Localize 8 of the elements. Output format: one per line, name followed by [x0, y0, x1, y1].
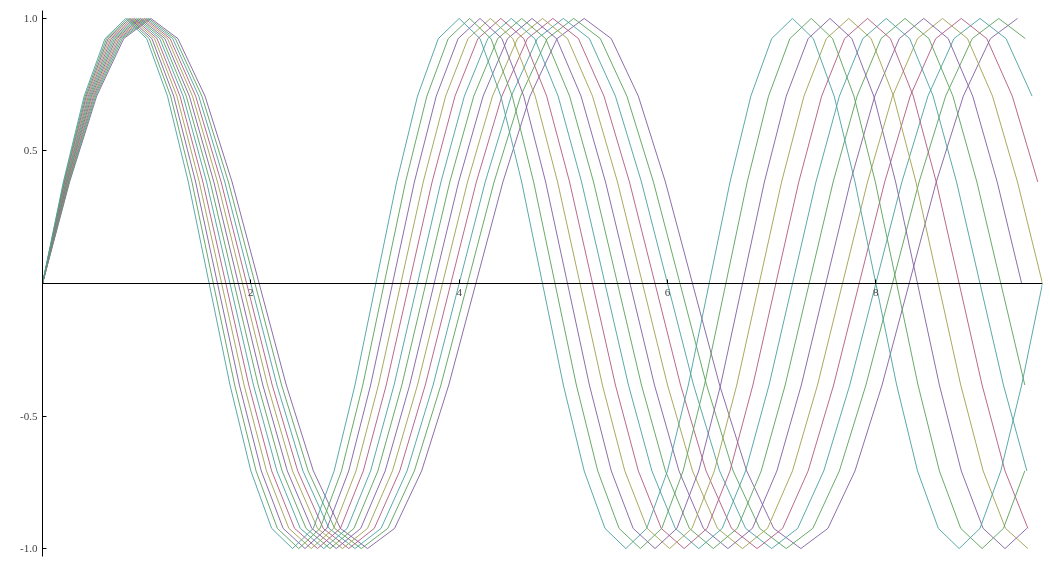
x-tick-label: 2 [248, 285, 254, 298]
y-tick-label: 1.0 [23, 11, 38, 24]
y-tick-label: -1.0 [20, 542, 38, 555]
x-tick-label: 8 [873, 285, 880, 298]
x-tick-label: 6 [664, 285, 671, 298]
y-tick-label: -0.5 [20, 409, 38, 422]
x-tick-label: 4 [456, 285, 463, 298]
y-tick-label: 0.5 [23, 144, 38, 157]
